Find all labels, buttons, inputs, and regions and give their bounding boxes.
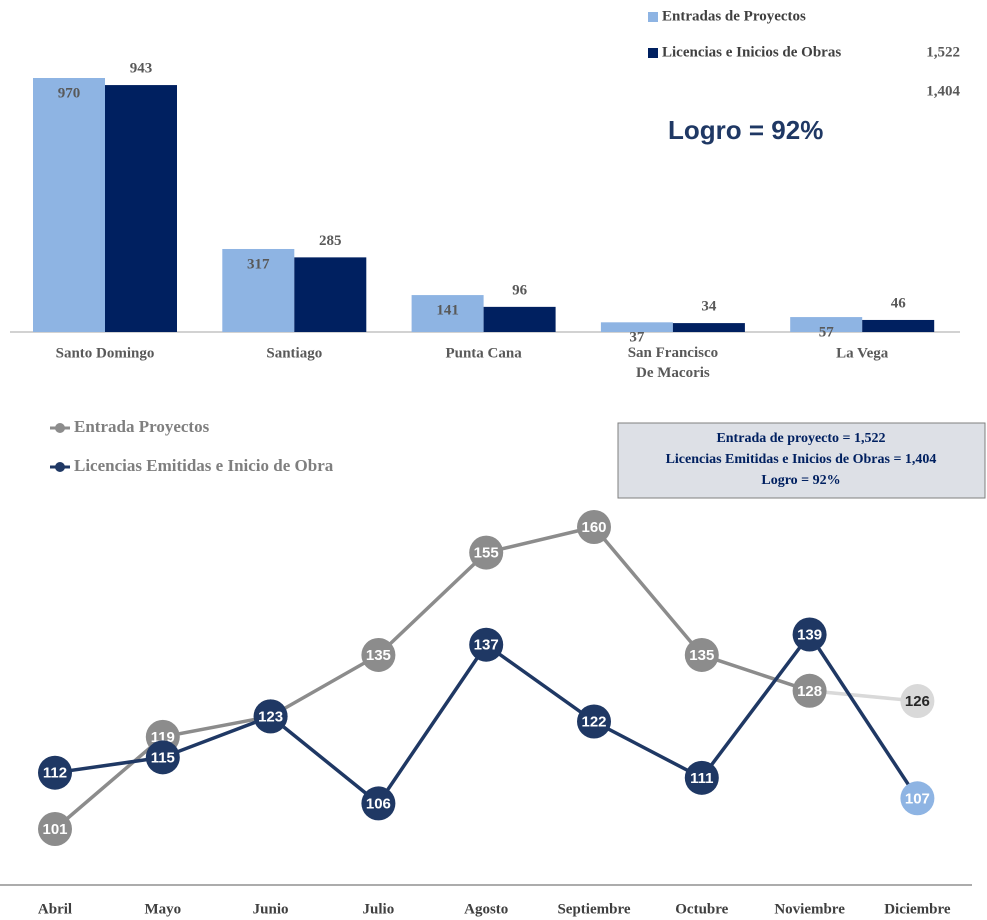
legend-label: Entradas de Proyectos xyxy=(662,8,806,24)
x-tick-label: Julio xyxy=(363,901,395,917)
x-tick-label: Mayo xyxy=(144,901,181,917)
data-label: 141 xyxy=(436,303,459,319)
series-line-end xyxy=(808,633,919,800)
series-line-end xyxy=(809,689,918,703)
point xyxy=(577,704,611,739)
point xyxy=(900,781,935,816)
data-label: 135 xyxy=(689,647,714,664)
data-label: 137 xyxy=(474,637,499,654)
point xyxy=(361,637,396,672)
x-tick-label: Santo Domingo xyxy=(56,345,155,361)
bar xyxy=(222,248,295,332)
data-label: 126 xyxy=(905,693,930,710)
data-label: 160 xyxy=(581,519,606,536)
x-tick-label: Abril xyxy=(38,901,72,917)
legend-label: Licencias Emitidas e Inicio de Obra xyxy=(74,456,334,475)
summary-box xyxy=(617,422,986,499)
point xyxy=(684,637,719,672)
point xyxy=(253,699,288,734)
x-tick-label: Septiembre xyxy=(557,901,630,917)
legend-marker xyxy=(55,462,65,472)
data-label: 943 xyxy=(130,61,153,77)
data-label: 107 xyxy=(905,790,930,807)
bar xyxy=(294,257,367,332)
bar xyxy=(483,306,556,332)
data-label: 122 xyxy=(581,713,606,730)
data-label: 317 xyxy=(247,256,270,272)
x-tick-label: Octubre xyxy=(675,901,728,917)
data-label: 128 xyxy=(797,683,822,700)
bar xyxy=(672,323,745,332)
point xyxy=(38,812,72,846)
x-tick-line: De Macoris xyxy=(636,365,710,381)
x-tick-label: La Vega xyxy=(836,345,889,361)
legend-total: 1,522 xyxy=(926,44,960,60)
point xyxy=(792,617,827,652)
data-label: 115 xyxy=(151,749,175,766)
point xyxy=(361,786,396,821)
legend-swatch xyxy=(648,12,658,22)
data-label: 46 xyxy=(891,295,907,311)
data-label: 970 xyxy=(58,85,81,101)
data-label: 123 xyxy=(258,708,283,725)
data-label: 139 xyxy=(797,626,822,643)
data-label: 285 xyxy=(319,233,342,249)
data-label: 111 xyxy=(690,770,713,787)
x-tick-label: Santiago xyxy=(266,345,322,361)
x-tick-label: Noviembre xyxy=(774,901,845,917)
bar xyxy=(411,295,484,332)
bar xyxy=(862,319,935,332)
legend-label: Licencias e Inicios de Obras xyxy=(662,44,841,60)
bar xyxy=(790,317,863,332)
annotation: Logro = 92% xyxy=(668,115,823,145)
data-label: 57 xyxy=(819,325,835,341)
summary-line: Licencias Emitidas e Inicios de Obras = … xyxy=(666,452,937,467)
point xyxy=(469,535,504,570)
point xyxy=(577,510,611,544)
summary-line: Logro = 92% xyxy=(761,473,840,488)
legend-swatch xyxy=(648,48,658,58)
x-tick-label: Agosto xyxy=(464,901,508,917)
legend-total: 1,404 xyxy=(926,83,960,99)
summary-line: Entrada de proyecto = 1,522 xyxy=(716,431,885,446)
point xyxy=(792,673,827,708)
legend-label: Entrada Proyectos xyxy=(74,417,210,436)
data-label: 96 xyxy=(512,282,528,298)
legend-marker xyxy=(55,423,65,433)
series-line xyxy=(53,525,811,831)
bar xyxy=(33,78,105,332)
data-label: 112 xyxy=(43,765,67,782)
data-label: 37 xyxy=(629,330,645,346)
bar xyxy=(600,322,673,332)
series-line xyxy=(54,633,811,806)
point xyxy=(469,627,504,662)
x-tick-label: Diciembre xyxy=(884,901,951,917)
bar xyxy=(105,85,177,333)
x-tick-label: Junio xyxy=(253,901,289,917)
x-tick-label: Punta Cana xyxy=(445,345,522,361)
point xyxy=(38,755,72,790)
data-label: 106 xyxy=(366,795,391,812)
point xyxy=(900,684,935,719)
x-tick-label: San Francisco De Macoris xyxy=(628,345,718,381)
point xyxy=(684,760,719,795)
data-label: 135 xyxy=(366,647,391,664)
point xyxy=(145,740,180,775)
data-label: 101 xyxy=(42,821,67,838)
x-tick-line: San Francisco xyxy=(628,345,718,361)
data-label: 34 xyxy=(701,299,717,315)
data-label: 155 xyxy=(474,545,499,562)
